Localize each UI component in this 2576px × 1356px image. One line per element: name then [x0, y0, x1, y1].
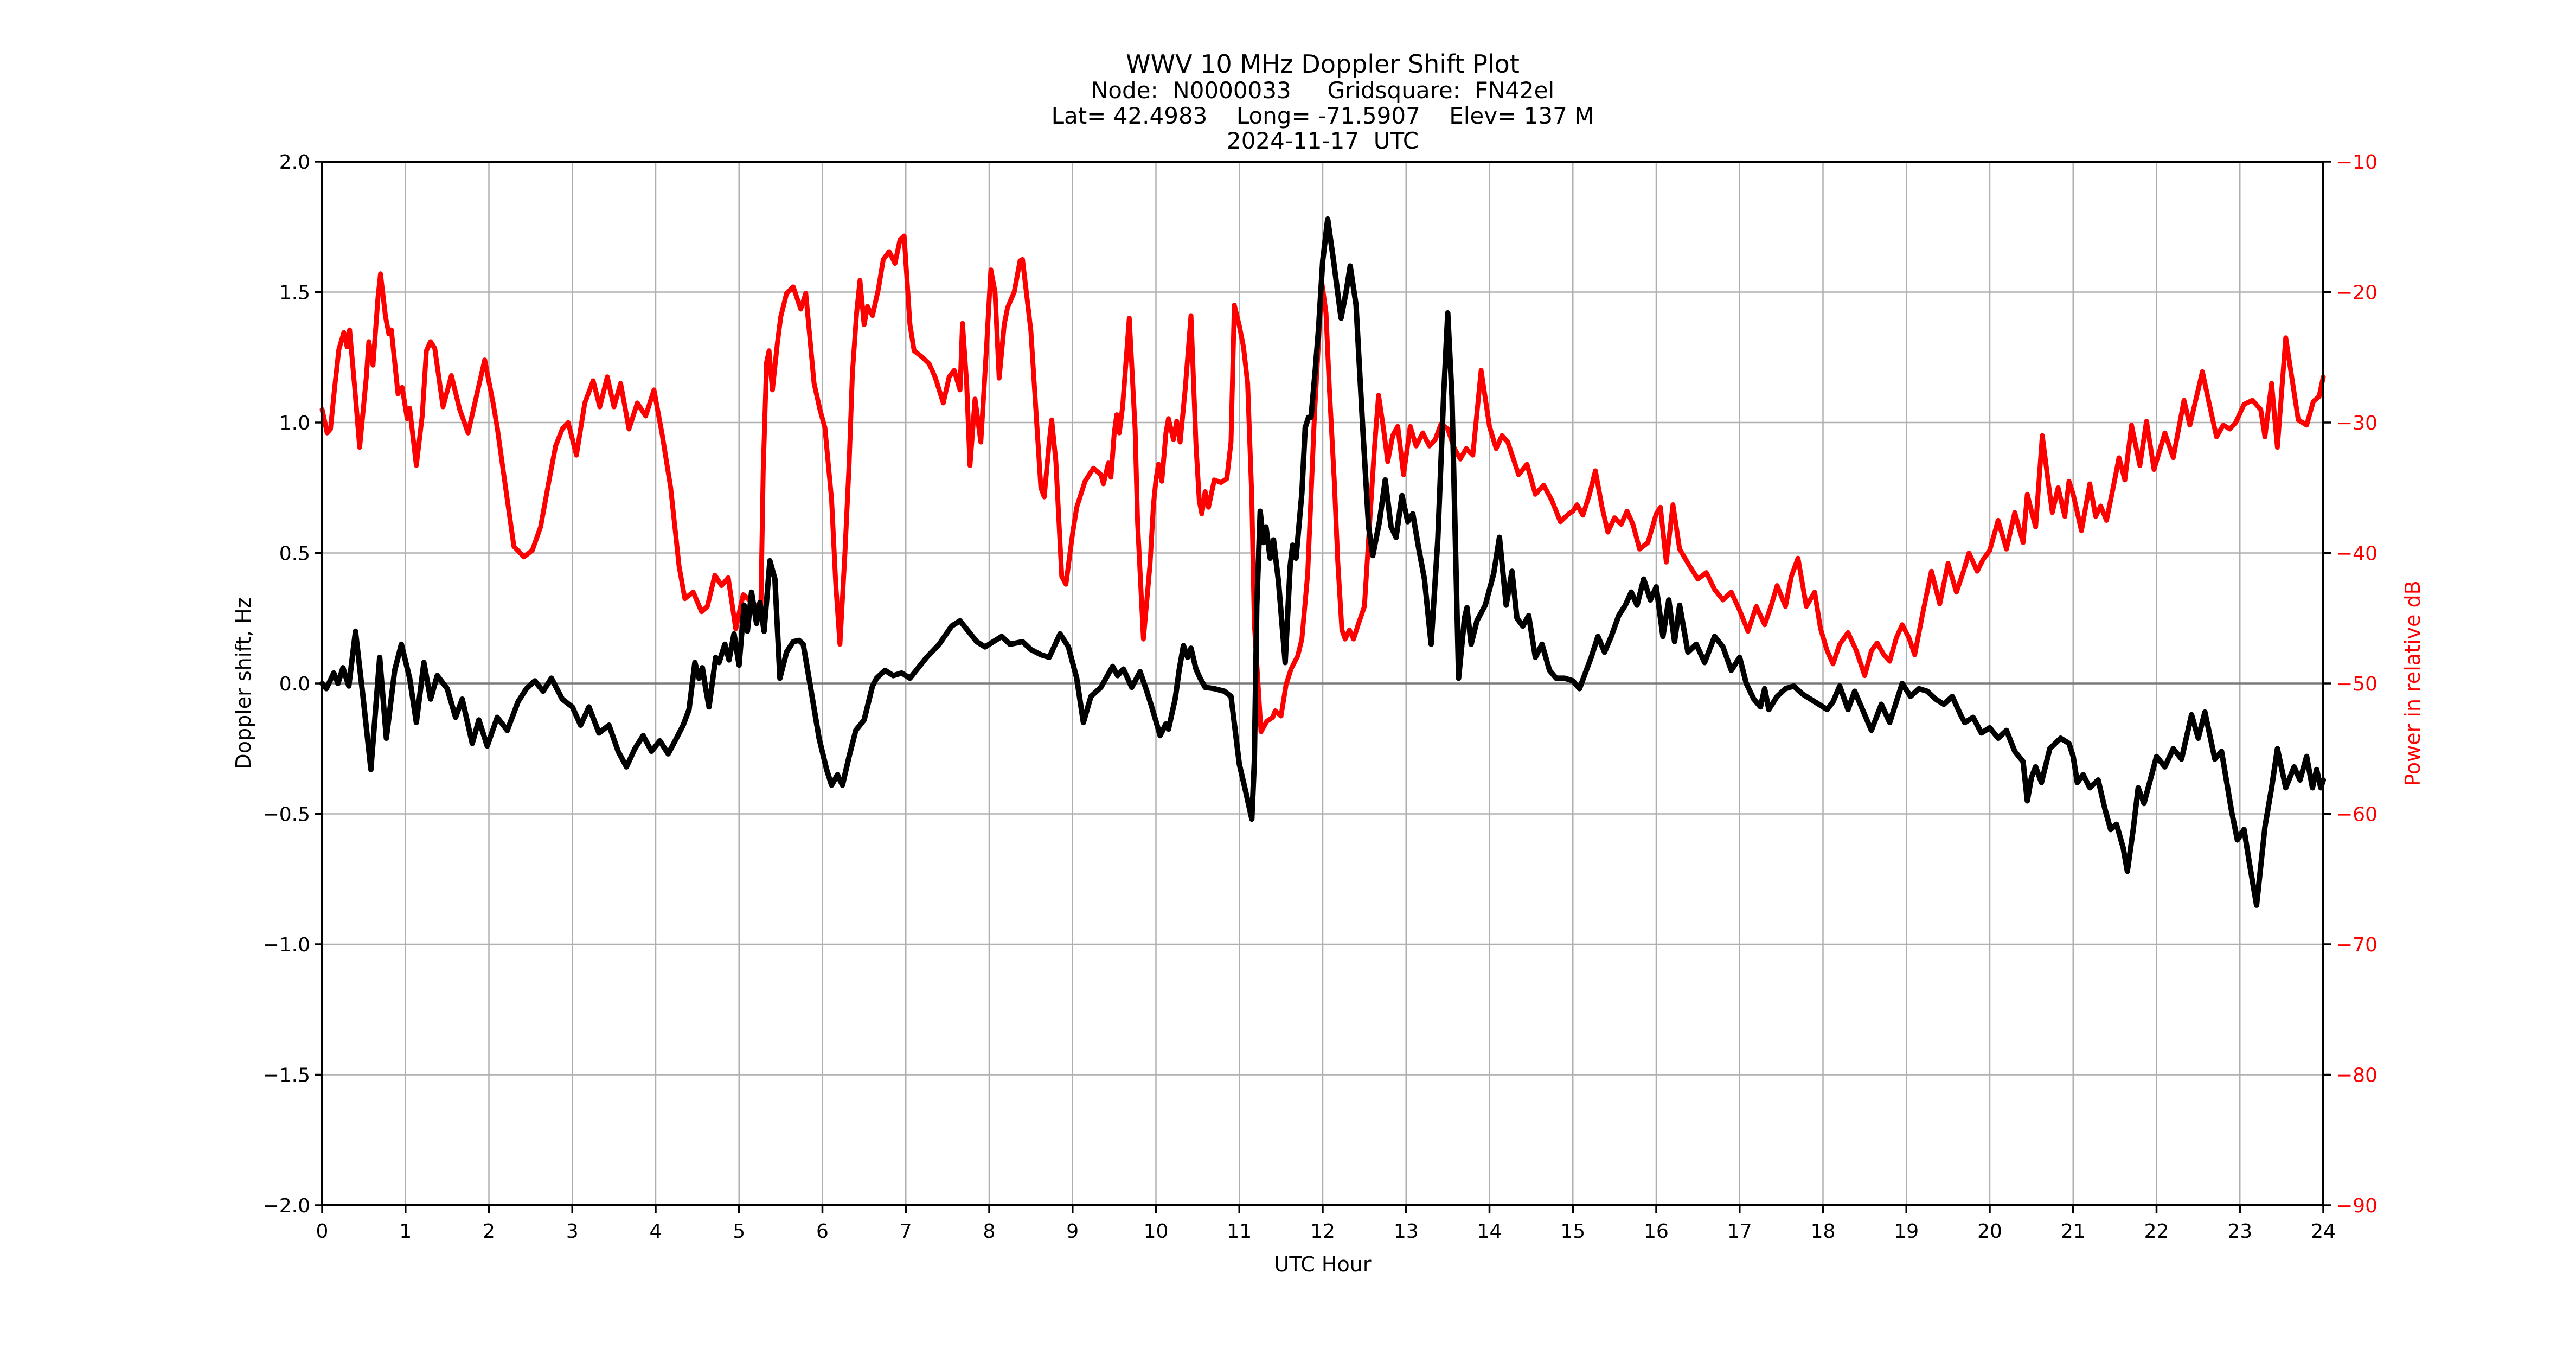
x-tick-label: 16: [1644, 1220, 1669, 1243]
y-right-tick-label: −40: [2336, 543, 2378, 565]
x-tick-label: 14: [1477, 1220, 1502, 1243]
y-left-tick-label: −1.5: [263, 1065, 310, 1087]
curve-layer: [319, 216, 2326, 908]
y-left-tick-label: −1.0: [263, 934, 310, 956]
x-tick-label: 7: [900, 1220, 912, 1243]
chart-subtitle-node: Node: N0000033 Gridsquare: FN42el: [1091, 77, 1554, 104]
doppler-curve: [319, 216, 2326, 908]
x-tick-label: 2: [483, 1220, 495, 1243]
y-right-tick-label: −90: [2336, 1195, 2378, 1217]
x-tick-label: 11: [1227, 1220, 1252, 1243]
y-left-axis-label: Doppler shift, Hz: [232, 597, 255, 769]
chart-subtitle-location: Lat= 42.4983 Long= -71.5907 Elev= 137 M: [1052, 103, 1594, 129]
x-tick-label: 22: [2144, 1220, 2169, 1243]
power-curve: [319, 233, 2326, 734]
y-left-tick-label: 1.5: [279, 282, 310, 304]
y-left-tick-label: 2.0: [279, 151, 310, 174]
chart-title: WWV 10 MHz Doppler Shift Plot: [1126, 49, 1520, 79]
chart-subtitle-date: 2024-11-17 UTC: [1227, 127, 1419, 154]
x-tick-label: 23: [2227, 1220, 2252, 1243]
x-tick-label: 8: [983, 1220, 996, 1243]
y-right-tick-label: −70: [2336, 934, 2378, 956]
y-right-tick-label: −60: [2336, 804, 2378, 826]
x-tick-label: 5: [733, 1220, 745, 1243]
y-right-axis-label: Power in relative dB: [2401, 580, 2425, 786]
x-tick-label: 3: [566, 1220, 579, 1243]
y-left-tick-label: 0.0: [279, 673, 310, 695]
y-right-tick-label: −80: [2336, 1065, 2378, 1087]
x-tick-label: 10: [1144, 1220, 1169, 1243]
x-tick-label: 21: [2061, 1220, 2086, 1243]
x-tick-label: 17: [1727, 1220, 1752, 1243]
x-tick-label: 6: [816, 1220, 829, 1243]
x-tick-label: 15: [1560, 1220, 1585, 1243]
x-tick-label: 18: [1811, 1220, 1836, 1243]
tick-layer: 0 1 2 3 4 5 6 7 8 9 10 11 12 13 14 15 16 17 18 19 20 21 22 23 24…: [263, 151, 2378, 1243]
x-tick-label: 0: [316, 1220, 329, 1243]
x-tick-label: 4: [650, 1220, 662, 1243]
grid-layer: [321, 161, 2324, 1206]
x-tick-label: 13: [1394, 1220, 1419, 1243]
y-left-tick-label: −0.5: [263, 804, 310, 826]
y-right-tick-label: −50: [2336, 673, 2378, 695]
y-left-tick-label: 1.0: [279, 412, 310, 434]
y-left-tick-label: 0.5: [279, 543, 310, 565]
x-axis-label: UTC Hour: [1274, 1252, 1372, 1276]
x-tick-label: 20: [1977, 1220, 2002, 1243]
y-left-tick-label: −2.0: [263, 1195, 310, 1217]
x-tick-label: 12: [1310, 1220, 1335, 1243]
y-right-tick-label: −30: [2336, 412, 2378, 434]
y-right-tick-label: −20: [2336, 282, 2378, 304]
x-tick-label: 19: [1894, 1220, 1919, 1243]
x-tick-label: 9: [1066, 1220, 1079, 1243]
x-tick-label: 1: [399, 1220, 412, 1243]
y-right-tick-label: −10: [2336, 151, 2378, 174]
x-tick-label: 24: [2311, 1220, 2336, 1243]
